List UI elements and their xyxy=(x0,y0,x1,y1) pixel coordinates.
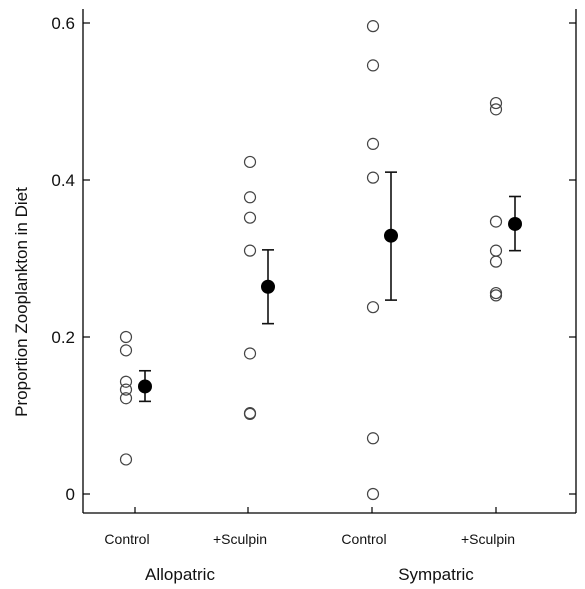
data-point xyxy=(243,407,257,421)
mean-point xyxy=(261,279,275,294)
data-point xyxy=(366,487,380,501)
y-tick-label: 0.2 xyxy=(51,328,75,347)
data-point xyxy=(366,20,380,33)
group-label: Sympatric xyxy=(398,565,474,584)
data-point xyxy=(489,215,503,228)
data-point xyxy=(243,155,257,169)
group-labels: Allopatric Sympatric xyxy=(145,565,474,584)
mean-point xyxy=(384,228,398,243)
plot-frame xyxy=(82,9,577,514)
data-point xyxy=(489,255,503,268)
data-point xyxy=(489,96,503,110)
y-tick-label: 0 xyxy=(66,485,75,504)
data-point xyxy=(489,244,503,257)
raw-points xyxy=(119,20,503,501)
x-tick-label: +Sculpin xyxy=(213,531,267,547)
y-axis-label: Proportion Zooplankton in Diet xyxy=(12,187,31,417)
data-point xyxy=(366,171,380,184)
data-point xyxy=(243,211,257,224)
data-point xyxy=(489,103,503,116)
group-label: Allopatric xyxy=(145,565,215,584)
data-point xyxy=(489,289,503,302)
data-point xyxy=(119,344,133,357)
data-point xyxy=(243,191,257,204)
y-tick-label: 0.4 xyxy=(51,171,75,190)
x-tick-label: +Sculpin xyxy=(461,531,515,547)
data-point xyxy=(119,375,133,388)
data-point xyxy=(119,453,133,466)
y-tick-label: 0.6 xyxy=(51,14,75,33)
data-point xyxy=(119,383,133,396)
data-point xyxy=(366,301,380,314)
data-point xyxy=(243,244,257,257)
mean-point xyxy=(508,216,522,231)
x-tick-label: Control xyxy=(104,531,149,547)
data-point xyxy=(366,432,380,445)
data-point xyxy=(366,59,380,72)
data-point xyxy=(489,286,503,300)
y-axis: 0 0.2 0.4 0.6 xyxy=(51,14,576,504)
mean-point xyxy=(138,379,152,394)
x-axis: Control +Sculpin Control +Sculpin xyxy=(104,507,515,547)
mean-error-bars xyxy=(138,171,522,403)
x-tick-label: Control xyxy=(341,531,386,547)
data-point xyxy=(119,330,133,344)
data-point xyxy=(119,392,133,405)
data-point xyxy=(243,347,257,360)
data-point xyxy=(366,137,380,150)
